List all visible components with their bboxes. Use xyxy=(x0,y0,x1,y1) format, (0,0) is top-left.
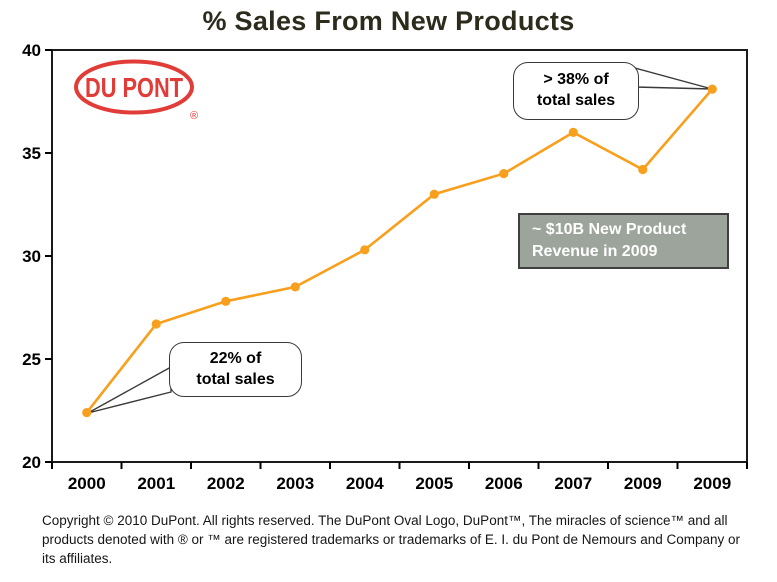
callout-2009-line1: > 38% of xyxy=(543,71,609,89)
revenue-box-line2: Revenue in 2009 xyxy=(532,243,658,260)
data-point xyxy=(360,245,370,255)
y-tick-label: 25 xyxy=(22,350,41,369)
series-group xyxy=(82,84,717,418)
logo-oval xyxy=(74,59,194,115)
dupont-oval-logo-icon: DU PONT ® xyxy=(74,59,198,122)
data-point xyxy=(290,282,300,292)
data-point xyxy=(638,164,648,175)
dupont-logo: DU PONT ® xyxy=(72,59,202,126)
x-tick-label: 2005 xyxy=(415,474,453,493)
registered-mark: ® xyxy=(190,110,198,121)
callout-2000: 22% of total sales xyxy=(169,342,302,397)
y-tick-label: 40 xyxy=(22,41,41,60)
data-point xyxy=(82,407,92,418)
data-point xyxy=(221,296,231,306)
dupont-logo-text: DU PONT xyxy=(85,72,183,103)
callout-2009: > 38% of total sales xyxy=(513,62,639,120)
x-tick-label: 2009 xyxy=(624,474,662,493)
revenue-box: ~ $10B New Product Revenue in 2009 xyxy=(518,213,729,269)
series-line xyxy=(85,88,714,414)
chart-title: % Sales From New Products xyxy=(202,6,575,36)
data-point xyxy=(429,189,439,199)
data-point xyxy=(151,319,161,329)
data-point xyxy=(707,84,717,94)
callout-tail-2000 xyxy=(87,365,172,414)
x-axis: 2000 2001 2002 2003 2004 2005 2006 2007 2009 2009 xyxy=(51,462,748,493)
x-tick-label: 2002 xyxy=(207,474,245,493)
callout-2000-line2: total sales xyxy=(196,370,275,388)
x-tick-label: 2009 xyxy=(693,474,731,493)
copyright-text: Copyright © 2010 DuPont. All rights rese… xyxy=(42,513,741,567)
data-point xyxy=(568,127,578,137)
callout-tail-2009 xyxy=(634,67,713,90)
x-tick-label: 2006 xyxy=(485,474,523,493)
callout-2009-line2: total sales xyxy=(536,92,616,109)
y-tick-label: 35 xyxy=(22,144,41,163)
y-tick-label: 30 xyxy=(22,247,41,266)
data-point xyxy=(499,169,509,179)
x-tick-label: 2003 xyxy=(276,474,314,493)
revenue-box-line1: ~ $10B New Product xyxy=(532,221,687,239)
x-tick-label: 2004 xyxy=(346,474,384,493)
y-axis: 20 25 30 35 40 xyxy=(22,41,52,472)
callout-2000-line1: 22% of xyxy=(209,349,262,367)
x-tick-label: 2001 xyxy=(137,474,175,493)
x-tick-label: 2000 xyxy=(68,474,106,493)
x-tick-label: 2007 xyxy=(554,474,592,493)
y-tick-label: 20 xyxy=(22,453,41,472)
